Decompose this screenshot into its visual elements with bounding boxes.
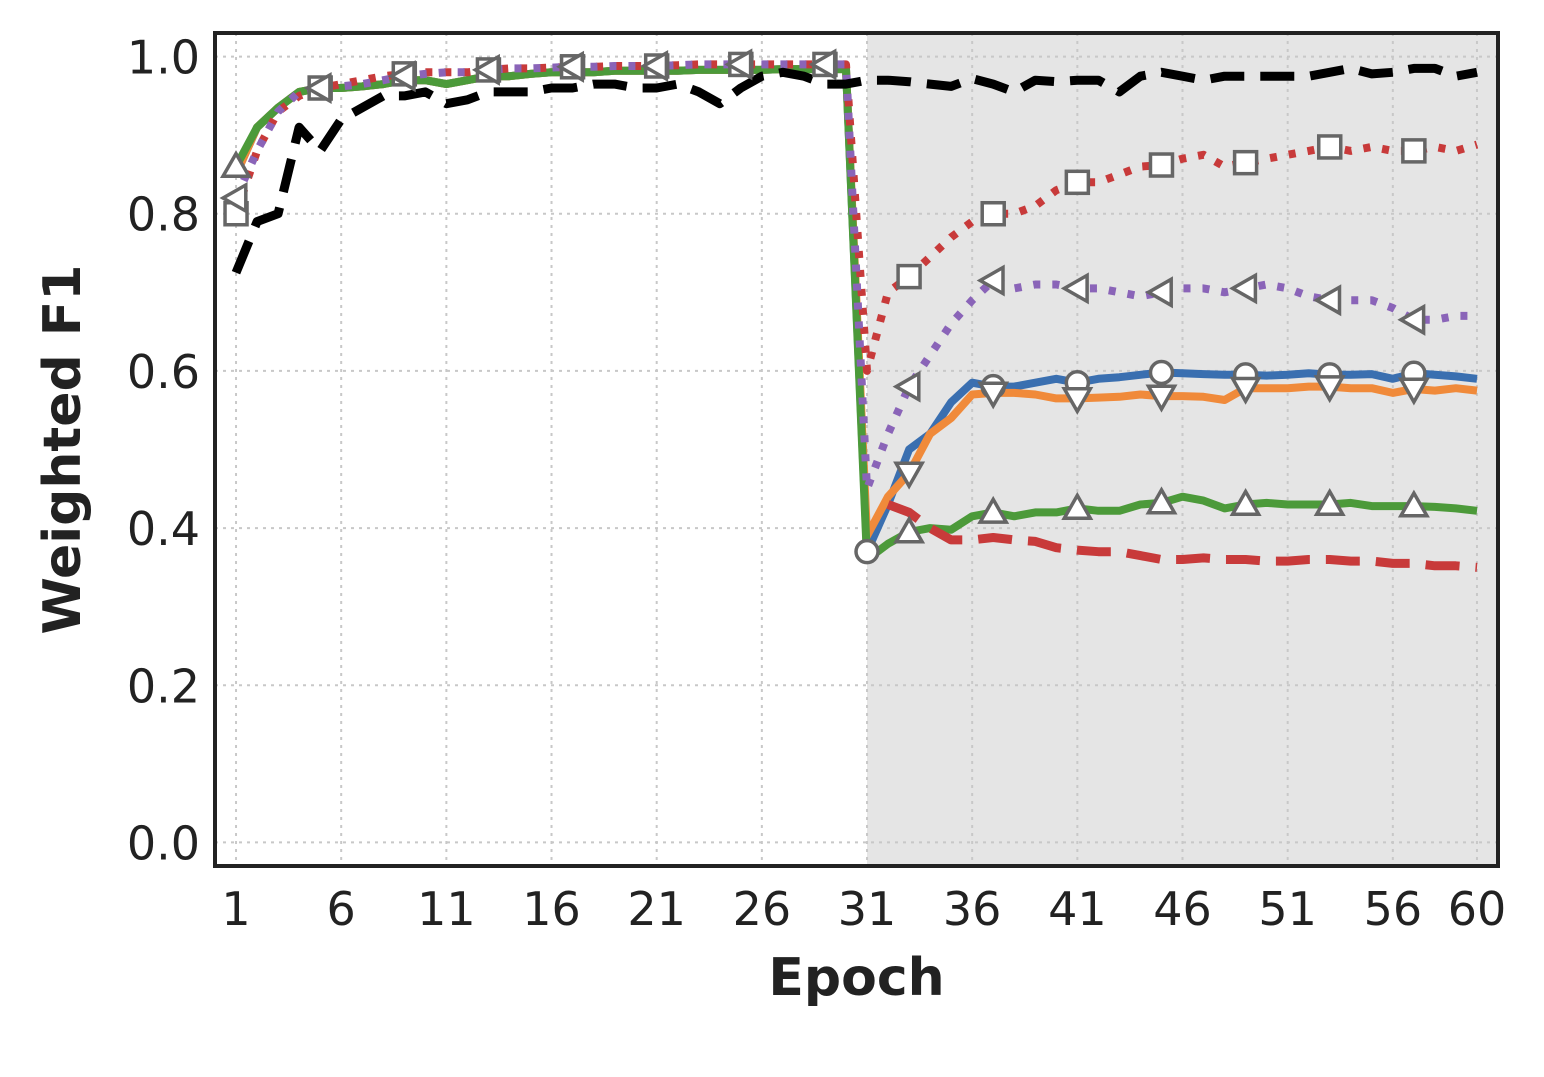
series-line-3 — [232, 65, 1478, 564]
marker-triangle-up — [1229, 487, 1262, 517]
marker-triangle-up — [1061, 491, 1094, 520]
series-line-4 — [232, 60, 1479, 375]
y-axis-title: Weighted F1 — [33, 265, 93, 635]
marker-triangle-down — [1061, 386, 1094, 415]
series-line-7 — [231, 63, 1478, 275]
plot-frame — [213, 31, 1500, 868]
marker-square — [1064, 169, 1091, 196]
x-tick-label: 46 — [1153, 882, 1212, 936]
y-tick-label: 1.0 — [127, 31, 200, 85]
series-markers — [219, 48, 1430, 565]
marker-triangle-down — [977, 381, 1010, 410]
x-tick-label: 6 — [327, 882, 356, 936]
x-tick-label: 60 — [1448, 882, 1507, 936]
marker-triangle-left — [808, 48, 837, 81]
marker-triangle-left — [219, 181, 248, 215]
y-tick-label: 0.2 — [127, 659, 200, 713]
x-tick-label: 31 — [838, 882, 897, 936]
x-tick-label: 11 — [417, 882, 476, 936]
marker-triangle-left — [303, 71, 332, 105]
marker-triangle-left — [1229, 272, 1258, 305]
marker-triangle-left — [556, 50, 585, 83]
marker-triangle-left — [976, 264, 1005, 297]
marker-triangle-left — [1144, 276, 1173, 309]
marker-triangle-down — [1397, 377, 1430, 406]
marker-triangle-up — [1313, 487, 1346, 517]
series-line-5 — [232, 60, 1477, 493]
marker-triangle-left — [640, 49, 669, 83]
marker-triangle-up — [1397, 489, 1430, 518]
x-axis-title: Epoch — [768, 948, 944, 1008]
x-tick-label: 1 — [221, 882, 250, 936]
marker-triangle-up — [893, 515, 926, 544]
marker-triangle-down — [1229, 376, 1262, 405]
marker-square — [1401, 138, 1427, 164]
y-tick-label: 0.4 — [127, 502, 200, 556]
marker-square — [980, 200, 1006, 227]
marker-triangle-down — [893, 461, 926, 490]
marker-square — [1148, 152, 1175, 178]
x-tick-labels: 1 6 11 16 21 26 31 36 41 46 51 56 60 — [221, 882, 1506, 936]
marker-triangle-left — [1313, 284, 1342, 317]
x-tick-label: 51 — [1258, 882, 1317, 936]
marker-triangle-left — [892, 370, 921, 403]
x-tick-label: 26 — [733, 882, 792, 936]
y-tick-label: 0.6 — [127, 345, 200, 399]
marker-triangle-up — [1145, 486, 1178, 515]
marker-triangle-down — [1145, 384, 1178, 413]
x-tick-label: 21 — [627, 882, 686, 936]
marker-circle — [1148, 359, 1175, 386]
marker-triangle-down — [1313, 375, 1346, 404]
marker-triangle-left — [471, 53, 500, 86]
marker-square — [1232, 149, 1259, 176]
marker-triangle-up — [219, 150, 253, 179]
x-tick-label: 56 — [1364, 882, 1423, 936]
marker-triangle-left — [724, 48, 753, 81]
marker-circle — [854, 538, 880, 565]
marker-square — [1316, 134, 1343, 160]
y-tick-label: 0.0 — [127, 816, 200, 870]
x-tick-label: 41 — [1048, 882, 1107, 936]
y-tick-labels: 0.0 0.2 0.4 0.6 0.8 1.0 — [127, 31, 200, 871]
marker-triangle-left — [1397, 303, 1426, 336]
marker-triangle-up — [977, 495, 1010, 524]
marker-triangle-left — [1060, 272, 1089, 305]
y-tick-label: 0.8 — [127, 188, 200, 242]
marker-triangle-left — [387, 60, 416, 93]
x-tick-label: 36 — [943, 882, 1002, 936]
marker-square — [896, 263, 922, 290]
series-line-6 — [886, 500, 1478, 572]
series-lines — [231, 60, 1479, 572]
x-tick-label: 16 — [522, 882, 581, 936]
